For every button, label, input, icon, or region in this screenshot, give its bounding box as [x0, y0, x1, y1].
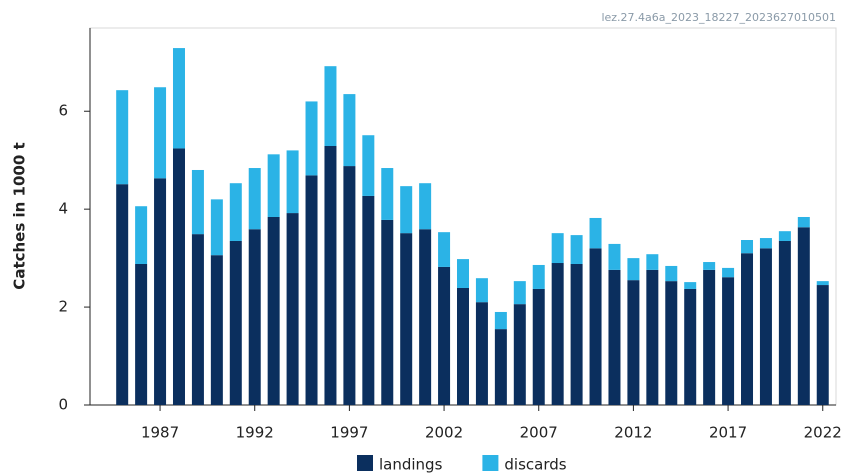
bar-segment	[210, 255, 223, 405]
bar-segment	[381, 219, 394, 405]
bar-segment	[154, 178, 167, 405]
y-tick-label: 2	[58, 298, 68, 316]
bar-segment	[305, 101, 318, 176]
legend-swatch	[357, 455, 373, 471]
bar-segment	[135, 263, 148, 405]
bar-segment	[210, 199, 223, 256]
bar-segment	[135, 206, 148, 264]
bar-segment	[589, 217, 602, 249]
y-axis-title: Catches in 1000 t	[11, 142, 29, 289]
bar-segment	[172, 148, 185, 405]
x-tick-label: 2012	[614, 424, 652, 442]
x-tick-label: 1992	[236, 424, 274, 442]
bar-segment	[570, 263, 583, 405]
bar-segment	[305, 175, 318, 405]
y-tick-label: 0	[58, 396, 68, 414]
bar-segment	[343, 166, 356, 405]
bar-segment	[532, 264, 545, 289]
bar-segment	[665, 281, 678, 405]
bar-segment	[248, 168, 261, 230]
y-tick-label: 6	[58, 102, 68, 120]
bar-segment	[703, 269, 716, 405]
bar-segment	[494, 329, 507, 405]
bar-segment	[324, 66, 337, 146]
bar-segment	[154, 87, 167, 179]
bar-segment	[778, 231, 791, 241]
bar-segment	[551, 233, 564, 264]
bar-segment	[191, 169, 204, 235]
bar-segment	[513, 281, 526, 305]
bar-segment	[438, 232, 451, 267]
bar-segment	[608, 269, 621, 405]
bar-segment	[475, 278, 488, 303]
bar-segment	[797, 216, 810, 228]
bar-segment	[741, 240, 754, 254]
bar-segment	[286, 150, 299, 214]
bar-segment	[759, 238, 772, 249]
bar-segment	[816, 285, 829, 405]
bar-segment	[703, 262, 716, 270]
bar-segment	[248, 229, 261, 405]
bar-segment	[457, 287, 469, 405]
bar-segment	[513, 304, 526, 405]
bar-segment	[627, 258, 640, 281]
bar-segment	[116, 90, 129, 185]
legend-swatch	[482, 455, 499, 471]
x-tick-label: 1987	[141, 424, 179, 442]
bar-segment	[438, 266, 451, 405]
x-tick-label: 2007	[520, 424, 558, 442]
bar-segment	[343, 94, 356, 167]
bar-segment	[419, 229, 432, 405]
x-tick-label: 2022	[804, 424, 842, 442]
bar-segment	[816, 281, 829, 286]
bar-segment	[191, 234, 204, 405]
bar-segment	[324, 145, 337, 406]
bar-segment	[362, 135, 375, 196]
bar-segment	[684, 282, 697, 289]
bar-segment	[172, 48, 185, 149]
legend-label: landings	[379, 456, 443, 474]
bar-segment	[759, 248, 772, 405]
bar-segment	[532, 288, 545, 405]
bar-segment	[551, 263, 564, 405]
bar-segment	[627, 280, 640, 405]
x-tick-label: 1997	[330, 424, 368, 442]
legend-label: discards	[504, 456, 566, 474]
bar-segment	[722, 267, 735, 278]
bar-segment	[665, 265, 678, 282]
bar-segment	[778, 240, 791, 405]
bar-segment	[267, 154, 280, 217]
bar-segment	[267, 216, 280, 405]
bar-segment	[229, 183, 242, 241]
bar-segment	[400, 233, 413, 405]
bar-segment	[419, 183, 432, 230]
bar-segment	[400, 186, 413, 234]
x-tick-label: 2017	[709, 424, 747, 442]
bar-segment	[646, 254, 659, 270]
bar-segment	[608, 243, 621, 270]
bar-segment	[286, 213, 299, 405]
source-label: lez.27.4a6a_2023_18227_2023627010501	[601, 11, 836, 24]
bar-segment	[116, 184, 129, 405]
bar-segment	[475, 302, 488, 405]
bar-segment	[741, 253, 754, 405]
bar-segment	[722, 277, 735, 405]
bar-segment	[646, 269, 659, 405]
bar-segment	[229, 240, 242, 405]
bar-segment	[381, 168, 394, 220]
bar-segment	[494, 311, 507, 330]
bar-segment	[457, 259, 469, 288]
bar-segment	[684, 288, 697, 405]
bar-segment	[589, 248, 602, 405]
bar-segment	[797, 227, 810, 405]
bar-segment	[362, 195, 375, 405]
bar-segment	[570, 235, 583, 264]
x-tick-label: 2002	[425, 424, 463, 442]
y-tick-label: 4	[58, 200, 68, 218]
